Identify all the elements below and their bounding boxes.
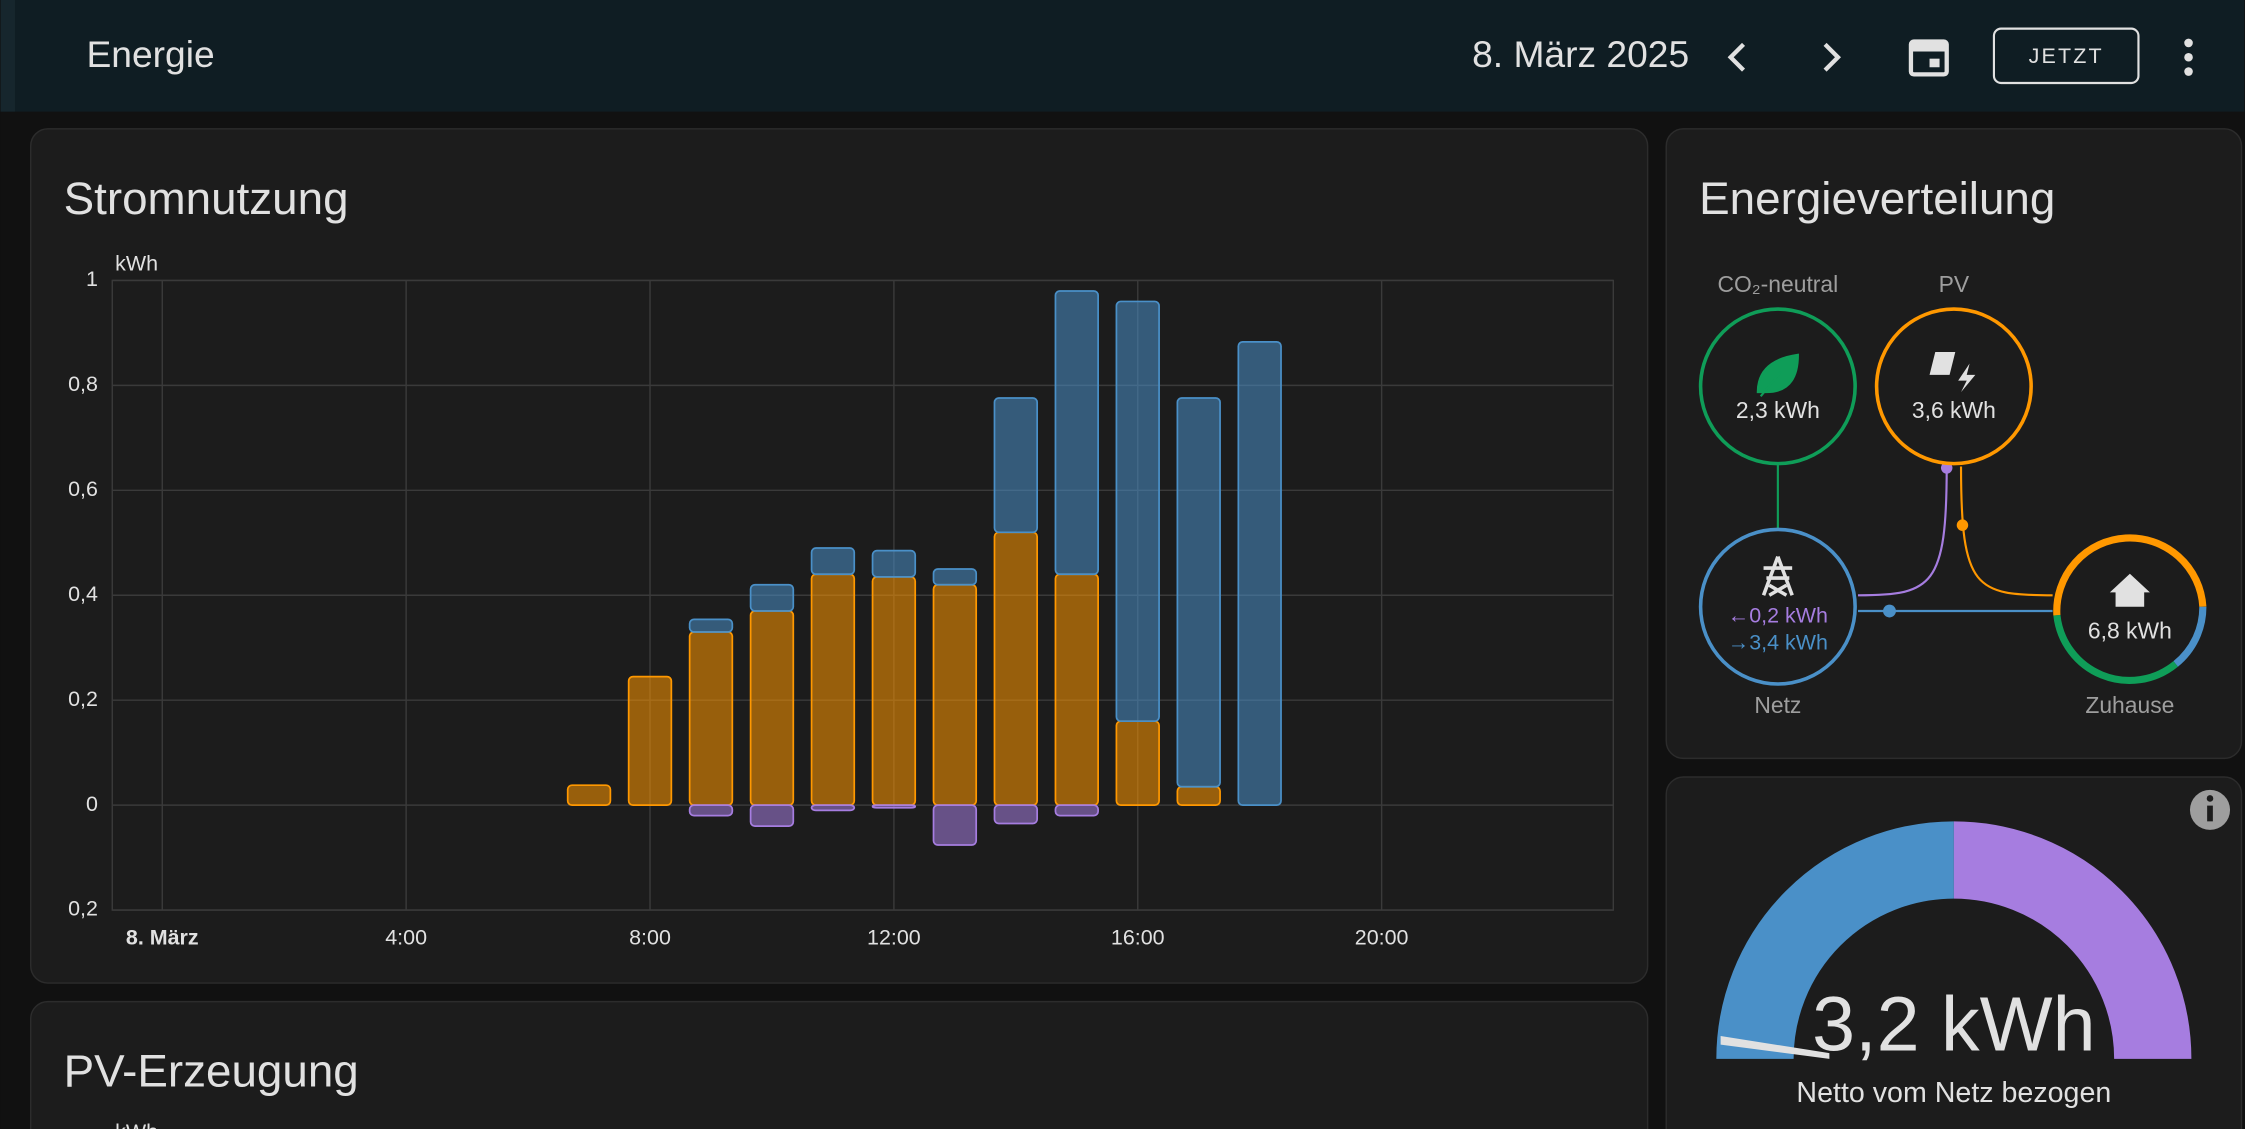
- bar: [566, 784, 612, 806]
- bar: [871, 804, 917, 809]
- grid-label: Netz: [1754, 692, 1801, 718]
- x-tick-label: 16:00: [1111, 925, 1165, 949]
- distribution-card: [1665, 128, 2243, 760]
- bar: [871, 549, 917, 578]
- plot: 0,2 0 0,2 0,4 0,6 0,8 1 8. März 4:00 8:00 12:00 16:…: [68, 267, 1615, 949]
- x-tick-label: 8:00: [629, 925, 671, 949]
- prev-button[interactable]: [1727, 42, 1746, 72]
- sidebar-edge: [0, 0, 15, 112]
- home-label: Zuhause: [2085, 692, 2174, 718]
- pv-card: [29, 1000, 1649, 1129]
- flow-pv: [1959, 466, 2053, 597]
- gauge-needle: [1720, 1035, 1830, 1059]
- bar: [993, 804, 1039, 825]
- tower-icon: [1761, 556, 1794, 597]
- bar: [993, 397, 1039, 534]
- date-label: 8. März 2025: [1472, 33, 1689, 75]
- bar: [688, 804, 734, 817]
- y-unit: kWh: [115, 1120, 158, 1129]
- home-node: [2053, 534, 2207, 684]
- pv-icon: [1929, 352, 1976, 393]
- flow-dot: [1883, 604, 1896, 618]
- now-button-label: JETZT: [2029, 44, 2104, 68]
- x-tick-label: 4:00: [385, 925, 427, 949]
- y-tick-label: 0,2: [68, 897, 98, 921]
- calendar-icon-day: [1929, 58, 1940, 68]
- x-tick-label: 8. März: [126, 925, 199, 949]
- gauge-value: 3,2 kWh: [1812, 982, 2095, 1068]
- bar: [1176, 785, 1221, 806]
- y-tick-label: 0,4: [68, 582, 98, 606]
- bar: [1176, 397, 1221, 788]
- y-unit: kWh: [115, 251, 158, 275]
- info-icon-dot: [2206, 795, 2214, 802]
- grid-consumed: →3,4 kWh: [1728, 631, 1828, 655]
- calendar-icon-top: [1910, 41, 1947, 52]
- bar: [932, 804, 978, 846]
- y-tick-label: 1: [86, 267, 98, 291]
- bar: [749, 610, 795, 806]
- gauge-card: [1665, 776, 2243, 1129]
- bar: [932, 568, 978, 586]
- grid-node: [1698, 527, 1857, 686]
- bar: [749, 583, 795, 612]
- x-tick-label: 12:00: [867, 925, 921, 949]
- pv-label: PV: [1939, 271, 1970, 297]
- info-icon: [2207, 805, 2213, 822]
- bar: [871, 576, 917, 806]
- gauge-arc-grid: [1716, 821, 1955, 1060]
- bar: [810, 547, 856, 576]
- top-bar: [0, 0, 2245, 112]
- card-title: Stromnutzung: [64, 173, 349, 224]
- card-title: Energieverteilung: [1699, 173, 2055, 224]
- next-button[interactable]: [1823, 42, 1841, 72]
- y-tick-label: 0,2: [68, 687, 98, 711]
- co2-node: [1698, 307, 1857, 466]
- calendar-icon: [1908, 39, 1949, 77]
- bar: [627, 675, 673, 806]
- bar: [1237, 340, 1282, 806]
- gauge-arc-return: [1953, 821, 2192, 1060]
- y-tick-label: 0: [86, 792, 98, 816]
- pv-node: [1874, 307, 2033, 466]
- bar: [1054, 290, 1099, 576]
- bar: [932, 583, 978, 806]
- y-tick-label: 0,6: [68, 477, 98, 501]
- home-icon: [2109, 573, 2150, 607]
- home-value: 6,8 kWh: [2088, 618, 2172, 644]
- gauge-label: Netto vom Netz bezogen: [1796, 1077, 2111, 1109]
- x-tick-label: 20:00: [1355, 925, 1409, 949]
- calendar-button[interactable]: [1908, 39, 1949, 77]
- bar: [1054, 573, 1099, 806]
- flow-dot: [1956, 519, 1969, 531]
- page-title: Energie: [87, 33, 215, 75]
- bar: [688, 618, 734, 633]
- bar: [810, 804, 856, 812]
- bar: [688, 631, 734, 806]
- y-tick-label: 0,8: [68, 372, 98, 396]
- pv-value: 3,6 kWh: [1912, 397, 1996, 423]
- bar: [1115, 300, 1160, 723]
- bar: [749, 804, 795, 827]
- bar: [1054, 804, 1099, 817]
- now-button[interactable]: [1992, 27, 2140, 85]
- flow-return: [1857, 466, 1948, 597]
- co2-value: 2,3 kWh: [1736, 397, 1820, 423]
- co2-label: CO₂-neutral: [1717, 271, 1838, 297]
- bar: [993, 531, 1039, 806]
- card-title: PV-Erzeugung: [64, 1046, 359, 1097]
- leaf-icon: [1756, 353, 1799, 398]
- bar: [810, 573, 856, 806]
- grid-returned: ←0,2 kWh: [1728, 603, 1828, 627]
- menu-button[interactable]: [2184, 38, 2193, 76]
- bar: [1115, 720, 1160, 806]
